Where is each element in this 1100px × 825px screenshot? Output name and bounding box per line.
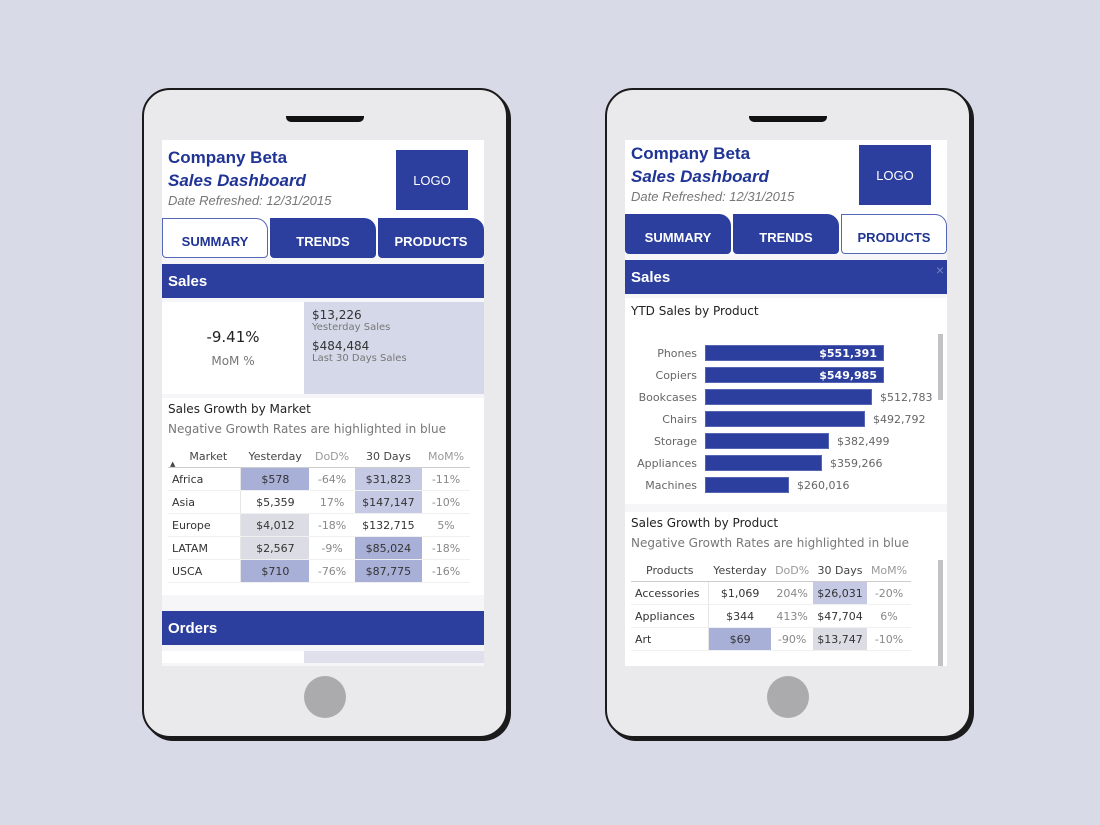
bar-chart: Phones $551,391 Copiers $549,985 Bookcases…: [631, 342, 941, 496]
tab-trends[interactable]: TRENDS: [270, 218, 376, 258]
column-header-30days[interactable]: 30 Days: [354, 446, 423, 468]
card-title: Sales Growth by Market: [168, 402, 311, 416]
column-header-mom[interactable]: MoM%: [867, 560, 911, 582]
sales-section-header: Sales ×: [625, 260, 947, 294]
product-table: Products Yesterday DoD% 30 Days MoM% Acc…: [631, 560, 911, 651]
yesterday-sales-label: Yesterday Sales: [312, 322, 391, 333]
kpi-panel: -9.41% MoM % $13,226 Yesterday Sales $48…: [162, 302, 484, 394]
company-name: Company Beta: [631, 144, 751, 163]
dashboard-title: Sales Dashboard: [168, 171, 306, 190]
dashboard-title: Sales Dashboard: [631, 167, 769, 186]
date-refreshed: Date Refreshed: 12/31/2015: [168, 193, 332, 208]
tab-summary[interactable]: SUMMARY: [625, 214, 731, 254]
market-table: ▲Market Yesterday DoD% 30 Days MoM% Afri…: [168, 446, 470, 583]
phone-screen: Company Beta Sales Dashboard Date Refres…: [625, 140, 947, 666]
section-title: Orders: [168, 619, 218, 637]
table-row: Europe $4,012 -18% $132,715 5%: [168, 513, 470, 537]
mom-value: -9.41%: [206, 328, 260, 346]
bar-row[interactable]: Copiers $549,985: [631, 364, 941, 386]
dashboard-header: Company Beta Sales Dashboard Date Refres…: [625, 140, 947, 214]
column-header-products[interactable]: Products: [631, 560, 709, 582]
table-row: Art $69 -90% $13,747 -10%: [631, 627, 911, 651]
section-title: Sales: [631, 268, 671, 286]
orders-panel: [162, 651, 484, 663]
date-refreshed: Date Refreshed: 12/31/2015: [631, 189, 795, 204]
chart-title: YTD Sales by Product: [631, 304, 759, 318]
table-row: Accessories $1,069 204% $26,031 -20%: [631, 581, 911, 605]
sort-asc-icon[interactable]: ▲: [170, 460, 176, 468]
tab-summary[interactable]: SUMMARY: [162, 218, 268, 258]
tab-products[interactable]: PRODUCTS: [841, 214, 947, 254]
logo: LOGO: [396, 150, 468, 210]
column-header-30days[interactable]: 30 Days: [812, 560, 868, 582]
sales-section-header: Sales: [162, 264, 484, 298]
mom-label: MoM %: [211, 354, 255, 368]
last30-sales-label: Last 30 Days Sales: [312, 353, 407, 364]
company-name: Company Beta: [168, 148, 288, 167]
market-growth-card: Sales Growth by Market Negative Growth R…: [162, 398, 484, 595]
chart-scrollbar[interactable]: [938, 334, 943, 400]
bar-row[interactable]: Chairs $492,792: [662, 411, 926, 427]
column-header-dod[interactable]: DoD%: [309, 446, 355, 468]
column-header-dod[interactable]: DoD%: [771, 560, 813, 582]
phone-speaker: [286, 116, 364, 122]
column-header-mom[interactable]: MoM%: [422, 446, 470, 468]
sales-kpis: $13,226 Yesterday Sales $484,484 Last 30…: [304, 302, 484, 394]
phone-speaker: [749, 116, 827, 122]
table-row: Asia $5,359 17% $147,147 -10%: [168, 490, 470, 514]
product-growth-card: Sales Growth by Product Negative Growth …: [625, 512, 947, 666]
table-row: Appliances $344 413% $47,704 6%: [631, 604, 911, 628]
card-subtitle: Negative Growth Rates are highlighted in…: [631, 536, 909, 550]
column-header-yesterday[interactable]: Yesterday: [240, 446, 310, 468]
mom-kpi: -9.41% MoM %: [162, 302, 304, 394]
phone-screen: Company Beta Sales Dashboard Date Refres…: [162, 140, 484, 666]
bar-row[interactable]: Machines $260,016: [645, 477, 850, 493]
home-button[interactable]: [304, 676, 346, 718]
home-button[interactable]: [767, 676, 809, 718]
bar-row[interactable]: Appliances $359,266: [637, 455, 883, 471]
last30-sales-value: $484,484: [312, 339, 370, 353]
table-row: Africa $578 -64% $31,823 -11%: [168, 467, 470, 491]
tab-trends[interactable]: TRENDS: [733, 214, 839, 254]
tab-bar: SUMMARY TRENDS PRODUCTS: [162, 218, 484, 258]
orders-section-header: Orders: [162, 611, 484, 645]
yesterday-sales-value: $13,226: [312, 308, 362, 322]
bar-row[interactable]: Storage $382,499: [653, 433, 890, 449]
section-title: Sales: [168, 272, 208, 290]
bar-row[interactable]: Bookcases $512,783: [638, 389, 933, 405]
phone-products: Company Beta Sales Dashboard Date Refres…: [605, 88, 971, 738]
close-icon[interactable]: ×: [935, 262, 944, 278]
tab-products[interactable]: PRODUCTS: [378, 218, 484, 258]
card-subtitle: Negative Growth Rates are highlighted in…: [168, 422, 446, 436]
phone-summary: Company Beta Sales Dashboard Date Refres…: [142, 88, 508, 738]
bar-row[interactable]: Phones $551,391: [631, 342, 941, 364]
ytd-sales-chart: YTD Sales by Product Phones $551,391 Copi…: [625, 298, 947, 504]
tab-bar: SUMMARY TRENDS PRODUCTS: [625, 214, 947, 254]
dashboard-header: Company Beta Sales Dashboard Date Refres…: [162, 140, 484, 218]
table-row: LATAM $2,567 -9% $85,024 -18%: [168, 536, 470, 560]
column-header-yesterday[interactable]: Yesterday: [708, 560, 772, 582]
logo: LOGO: [859, 145, 931, 205]
column-header-market[interactable]: ▲Market: [168, 446, 241, 468]
card-title: Sales Growth by Product: [631, 516, 779, 530]
table-row: USCA $710 -76% $87,775 -16%: [168, 559, 470, 583]
table-scrollbar[interactable]: [938, 560, 943, 666]
